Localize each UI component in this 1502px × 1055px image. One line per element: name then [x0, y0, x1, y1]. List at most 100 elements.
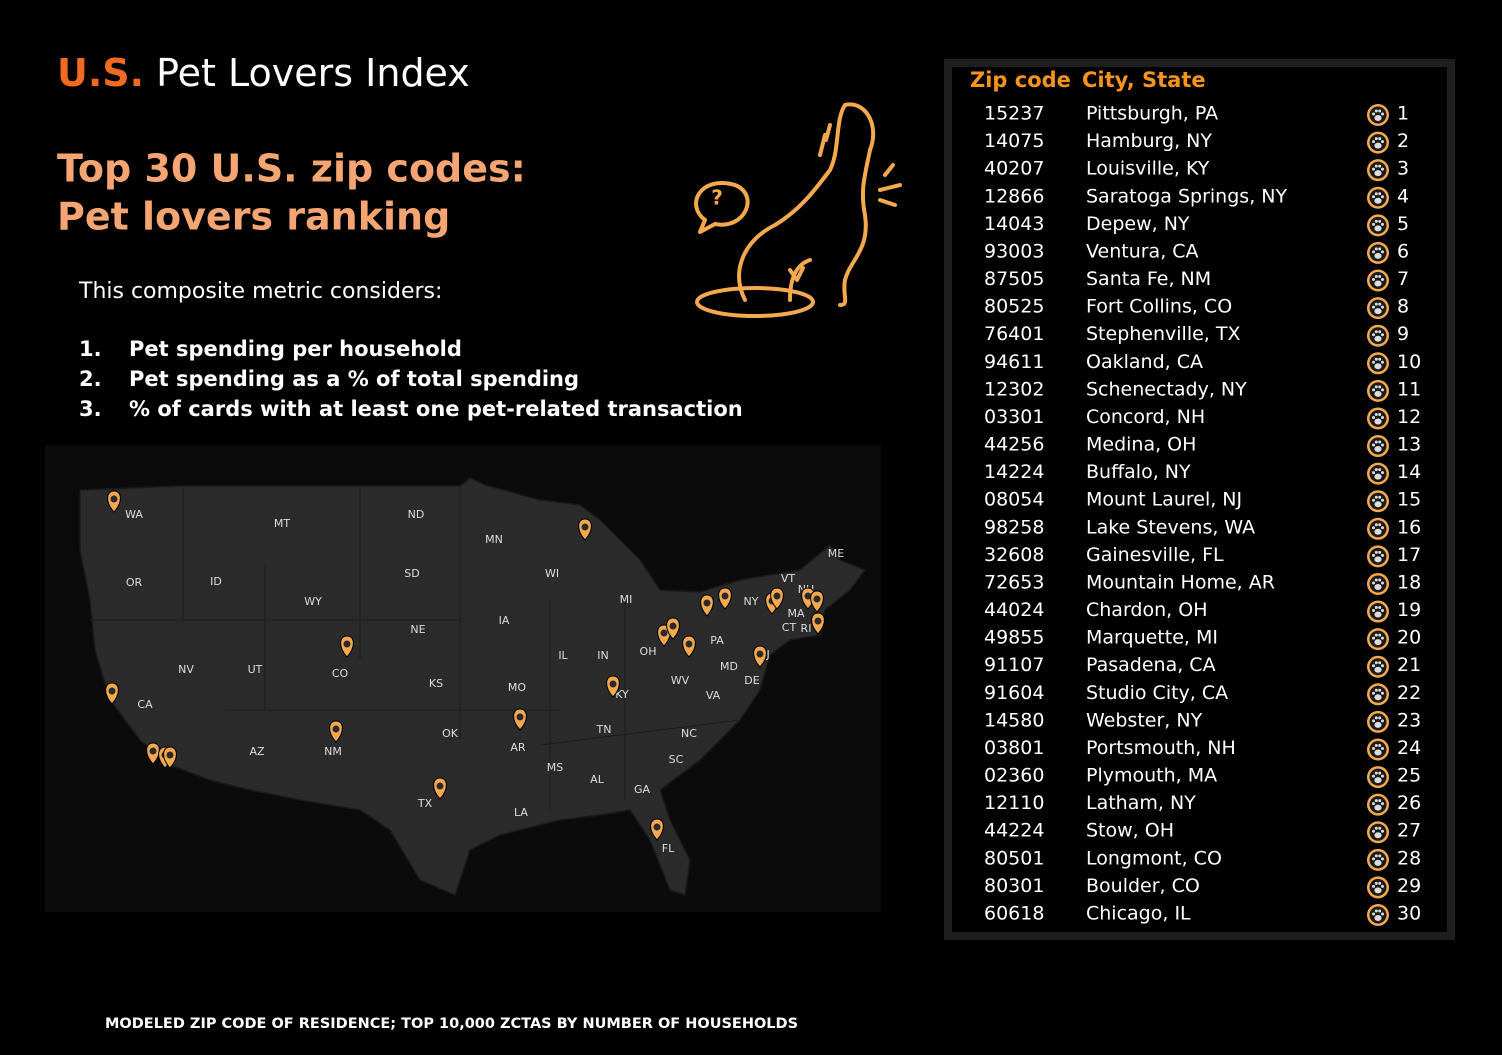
paw-toe: [1378, 357, 1382, 361]
paw-toe: [1374, 109, 1378, 113]
state-label: IL: [558, 649, 568, 662]
rank: 30: [1397, 903, 1421, 925]
paw-toe: [1381, 333, 1384, 337]
paw-toe: [1378, 578, 1382, 582]
fur-mark: [788, 266, 805, 282]
paw-toe: [1372, 857, 1375, 861]
state-label: CT: [782, 621, 797, 634]
rank: 13: [1397, 434, 1421, 456]
paw-toe: [1372, 719, 1375, 723]
paw-toe: [1374, 468, 1378, 472]
zip-code: 91107: [984, 654, 1044, 676]
rank: 10: [1397, 351, 1421, 373]
paw-toe: [1374, 743, 1378, 747]
paw-toe: [1374, 909, 1378, 913]
rank: 16: [1397, 516, 1421, 538]
paw-toe: [1381, 857, 1384, 861]
zip-code: 80501: [984, 847, 1044, 869]
city-state: Portsmouth, NH: [1086, 737, 1236, 759]
paw-toe: [1381, 305, 1384, 309]
paw-toe: [1372, 691, 1375, 695]
hole: [695, 286, 815, 318]
zip-code: 87505: [984, 268, 1044, 290]
paw-toe: [1381, 526, 1384, 530]
pin-dot: [814, 617, 822, 625]
criteria-number: 3.: [79, 397, 102, 421]
paw-toe: [1381, 829, 1384, 833]
state-label: CA: [137, 698, 153, 711]
paw-toe: [1378, 385, 1382, 389]
paw-pad: [1374, 639, 1382, 646]
us-map: [79, 477, 867, 897]
state-label: AL: [590, 773, 605, 786]
city-state: Hamburg, NY: [1086, 130, 1212, 152]
paw-toe: [1372, 498, 1375, 502]
state-label: WY: [304, 595, 322, 608]
paw-toe: [1374, 385, 1378, 389]
paw-pad: [1374, 832, 1382, 839]
zip-code: 03301: [984, 406, 1044, 428]
pin-dot: [166, 751, 174, 759]
paw-toe: [1372, 305, 1375, 309]
city-state: Marquette, MI: [1086, 627, 1218, 649]
paw-toe: [1378, 909, 1382, 913]
state-borders: [90, 486, 741, 810]
paw-toe: [1378, 302, 1382, 306]
paw-pad: [1374, 749, 1382, 756]
bubble-text: ?: [711, 186, 723, 210]
rank: 6: [1397, 240, 1409, 262]
border: [539, 719, 741, 746]
zip-code: 15237: [984, 103, 1044, 125]
paw-toe: [1372, 829, 1375, 833]
zip-code: 14580: [984, 709, 1044, 731]
rank: 29: [1397, 875, 1421, 897]
pin-dot: [804, 592, 812, 600]
zip-code: 12866: [984, 185, 1044, 207]
paw-toe: [1374, 550, 1378, 554]
paw-toe: [1374, 771, 1378, 775]
state-label: RI: [801, 622, 812, 635]
state-label: SC: [669, 753, 684, 766]
rank: 20: [1397, 627, 1421, 649]
rank: 22: [1397, 682, 1421, 704]
paw-toe: [1378, 137, 1382, 141]
state-label: PA: [710, 634, 724, 647]
pin-dot: [685, 640, 693, 648]
state-label: ME: [828, 547, 844, 560]
paw-toe: [1374, 523, 1378, 527]
criteria-number: 1.: [79, 337, 102, 361]
state-label: MD: [720, 660, 738, 673]
paw-toe: [1372, 553, 1375, 557]
zip-code: 14224: [984, 461, 1044, 483]
paw-toe: [1372, 746, 1375, 750]
paw-toe: [1378, 192, 1382, 196]
city-state: Stow, OH: [1086, 820, 1174, 842]
paw-toe: [1381, 443, 1384, 447]
city-state: Buffalo, NY: [1086, 461, 1191, 483]
state-label: OR: [126, 576, 143, 589]
paw-toe: [1378, 606, 1382, 610]
criteria-text: Pet spending as a % of total spending: [129, 367, 579, 391]
paw-toe: [1378, 523, 1382, 527]
state-label: LA: [514, 806, 528, 819]
state-label: NM: [324, 745, 342, 758]
state-label: WI: [545, 567, 559, 580]
paw-toe: [1372, 167, 1375, 171]
rank: 8: [1397, 296, 1409, 318]
dog-body: [737, 102, 876, 307]
rank: 17: [1397, 544, 1421, 566]
map-layer: WAMTNDMNORIDWYSDWIMIMEVTNHNYMACTRIIANEPA…: [105, 490, 844, 855]
paw-toe: [1378, 716, 1382, 720]
paw-toe: [1381, 719, 1384, 723]
paw-toe: [1378, 495, 1382, 499]
subtitle-line: Top 30 U.S. zip codes:: [57, 147, 526, 191]
rank: 19: [1397, 599, 1421, 621]
paw-toe: [1374, 219, 1378, 223]
state-label: MO: [508, 681, 526, 694]
paw-toe: [1381, 250, 1384, 254]
state-label: IA: [499, 614, 510, 627]
paw-toe: [1378, 109, 1382, 113]
state-label: GA: [634, 783, 651, 796]
city-state: Oakland, CA: [1086, 351, 1203, 373]
state-label: WA: [125, 508, 143, 521]
